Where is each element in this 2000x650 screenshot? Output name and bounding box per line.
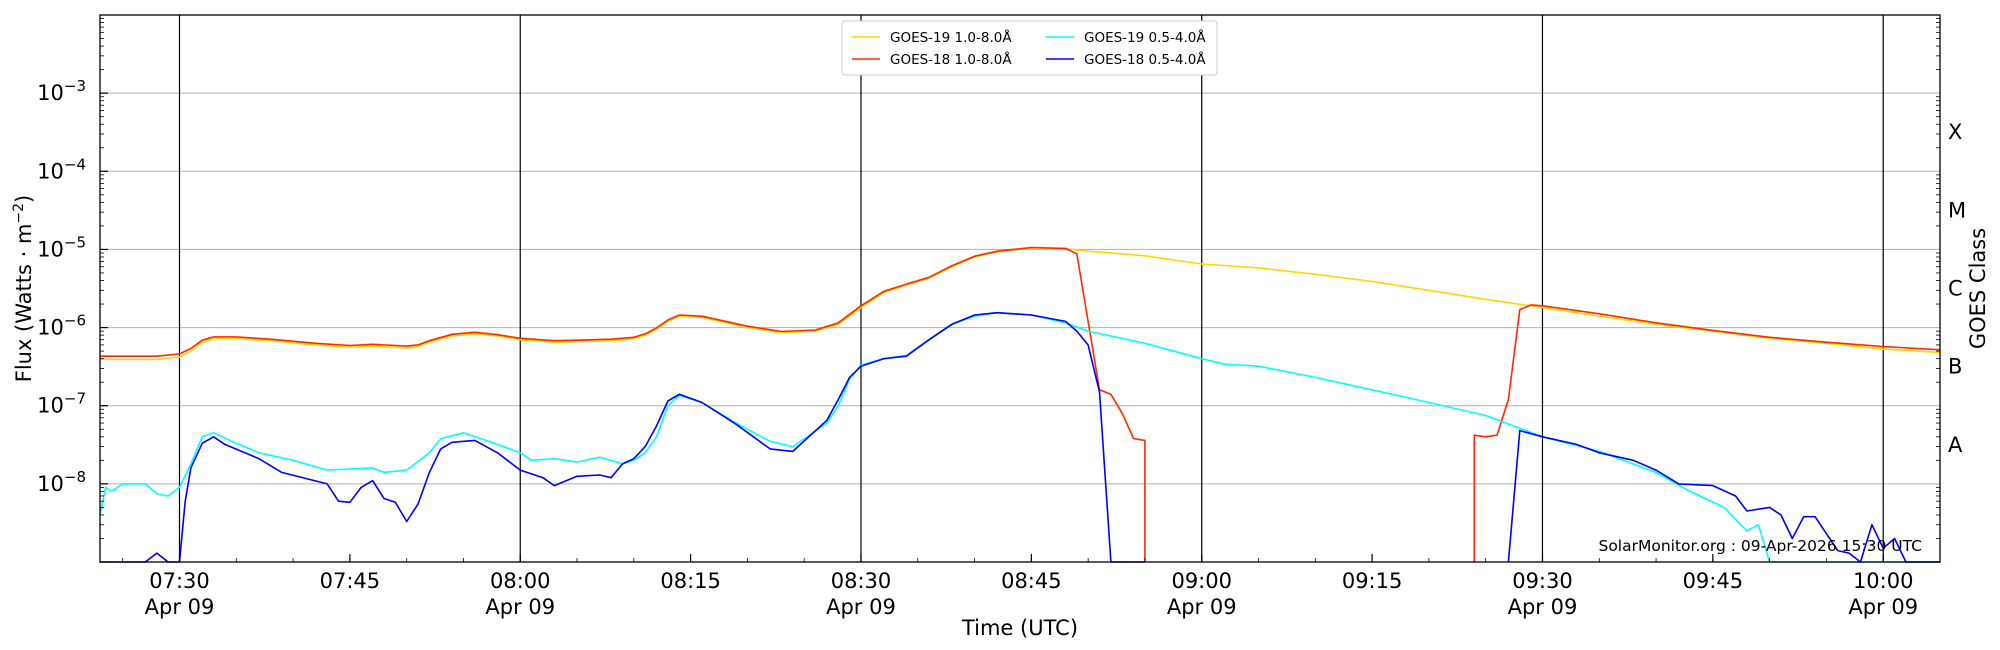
x-tick-label: 08:15 bbox=[660, 569, 721, 593]
legend: GOES-19 1.0-8.0Å GOES-19 0.5-4.0Å GOES-18 … bbox=[841, 20, 1218, 76]
series-line-0 bbox=[100, 247, 1941, 361]
goes-class-label: C bbox=[1948, 277, 1963, 301]
goes-class-label: M bbox=[1948, 198, 1966, 222]
x-tick-date-label: Apr 09 bbox=[826, 595, 896, 619]
day-vertical-lines bbox=[178, 15, 1884, 562]
x-tick-date-label: Apr 09 bbox=[145, 595, 215, 619]
x-tick-label: 08:45 bbox=[1001, 569, 1062, 593]
x-tick-label: 09:15 bbox=[1342, 569, 1403, 593]
grid-layer bbox=[100, 92, 1940, 485]
credit-text: SolarMonitor.org : 09-Apr-2026 15:30 UTC bbox=[1598, 537, 1922, 555]
x-tick-label: 09:45 bbox=[1683, 569, 1744, 593]
legend-box bbox=[841, 20, 1218, 76]
goes-class-label: A bbox=[1948, 433, 1963, 457]
goes-class-label: X bbox=[1948, 120, 1962, 144]
series-line-1 bbox=[1473, 304, 1941, 562]
legend-label: GOES-18 1.0-8.0Å bbox=[890, 51, 1012, 68]
series-line-3 bbox=[100, 311, 1145, 563]
x-axis-title: Time (UTC) bbox=[961, 616, 1078, 640]
legend-label: GOES-19 0.5-4.0Å bbox=[1084, 29, 1206, 46]
series-layer bbox=[99, 246, 1941, 563]
series-line-1 bbox=[100, 246, 1146, 562]
y-tick-label: 10−7 bbox=[37, 390, 86, 418]
right-axis-title: GOES Class bbox=[1966, 228, 1990, 349]
y-tick-label: 10−8 bbox=[37, 468, 86, 496]
x-tick-label: 09:30 bbox=[1512, 569, 1573, 593]
x-tick-label: 08:00 bbox=[490, 569, 551, 593]
y-tick-label: 10−6 bbox=[37, 312, 86, 340]
x-tick-date-label: Apr 09 bbox=[485, 595, 555, 619]
x-tick-date-label: Apr 09 bbox=[1167, 595, 1237, 619]
legend-label: GOES-18 0.5-4.0Å bbox=[1084, 51, 1206, 68]
legend-label: GOES-19 1.0-8.0Å bbox=[890, 29, 1012, 46]
y-tick-label: 10−4 bbox=[37, 155, 86, 183]
y-tick-label: 10−5 bbox=[37, 233, 86, 261]
y-axis-title: Flux (Watts · m−2) bbox=[11, 195, 36, 383]
series-line-2 bbox=[99, 311, 1940, 563]
x-tick-label: 08:30 bbox=[831, 569, 892, 593]
x-tick-label: 07:45 bbox=[320, 569, 381, 593]
goes-class-label: B bbox=[1948, 355, 1962, 379]
x-tick-date-label: Apr 09 bbox=[1848, 595, 1918, 619]
x-tick-label: 09:00 bbox=[1171, 569, 1232, 593]
x-tick-date-label: Apr 09 bbox=[1508, 595, 1578, 619]
x-tick-label: 07:30 bbox=[149, 569, 210, 593]
series-line-3 bbox=[1507, 429, 1940, 563]
x-tick-label: 10:00 bbox=[1853, 569, 1914, 593]
plot-frame bbox=[99, 14, 1941, 563]
y-tick-label: 10−3 bbox=[37, 77, 86, 105]
